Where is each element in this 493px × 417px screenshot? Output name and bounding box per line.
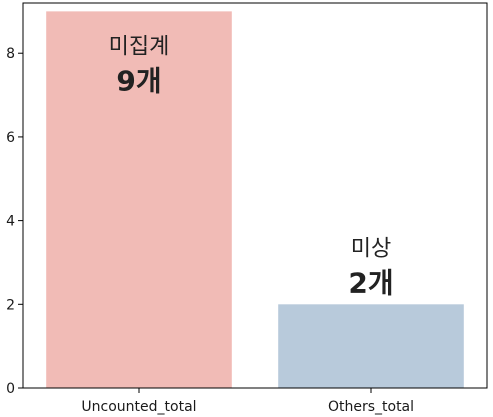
bars-group xyxy=(46,11,464,388)
bar-Others_total xyxy=(278,304,464,388)
x-tick-label: Uncounted_total xyxy=(81,399,196,415)
y-tick-label: 4 xyxy=(6,214,15,230)
bar-label-count: 9개 xyxy=(116,64,161,97)
y-tick-label: 8 xyxy=(6,46,15,62)
y-axis: 0 2 4 6 8 xyxy=(6,46,23,397)
bar-Uncounted_total xyxy=(46,11,232,388)
bar-label-count: 2개 xyxy=(348,266,393,299)
y-tick-label: 6 xyxy=(6,130,15,146)
x-axis: Uncounted_total Others_total xyxy=(81,388,414,415)
y-tick-label: 0 xyxy=(6,381,15,397)
y-tick-label: 2 xyxy=(6,297,15,313)
bar-label-name: 미상 xyxy=(351,236,391,261)
bar-label-name: 미집계 xyxy=(109,34,170,59)
x-tick-label: Others_total xyxy=(328,399,414,415)
plot-frame xyxy=(22,2,488,389)
